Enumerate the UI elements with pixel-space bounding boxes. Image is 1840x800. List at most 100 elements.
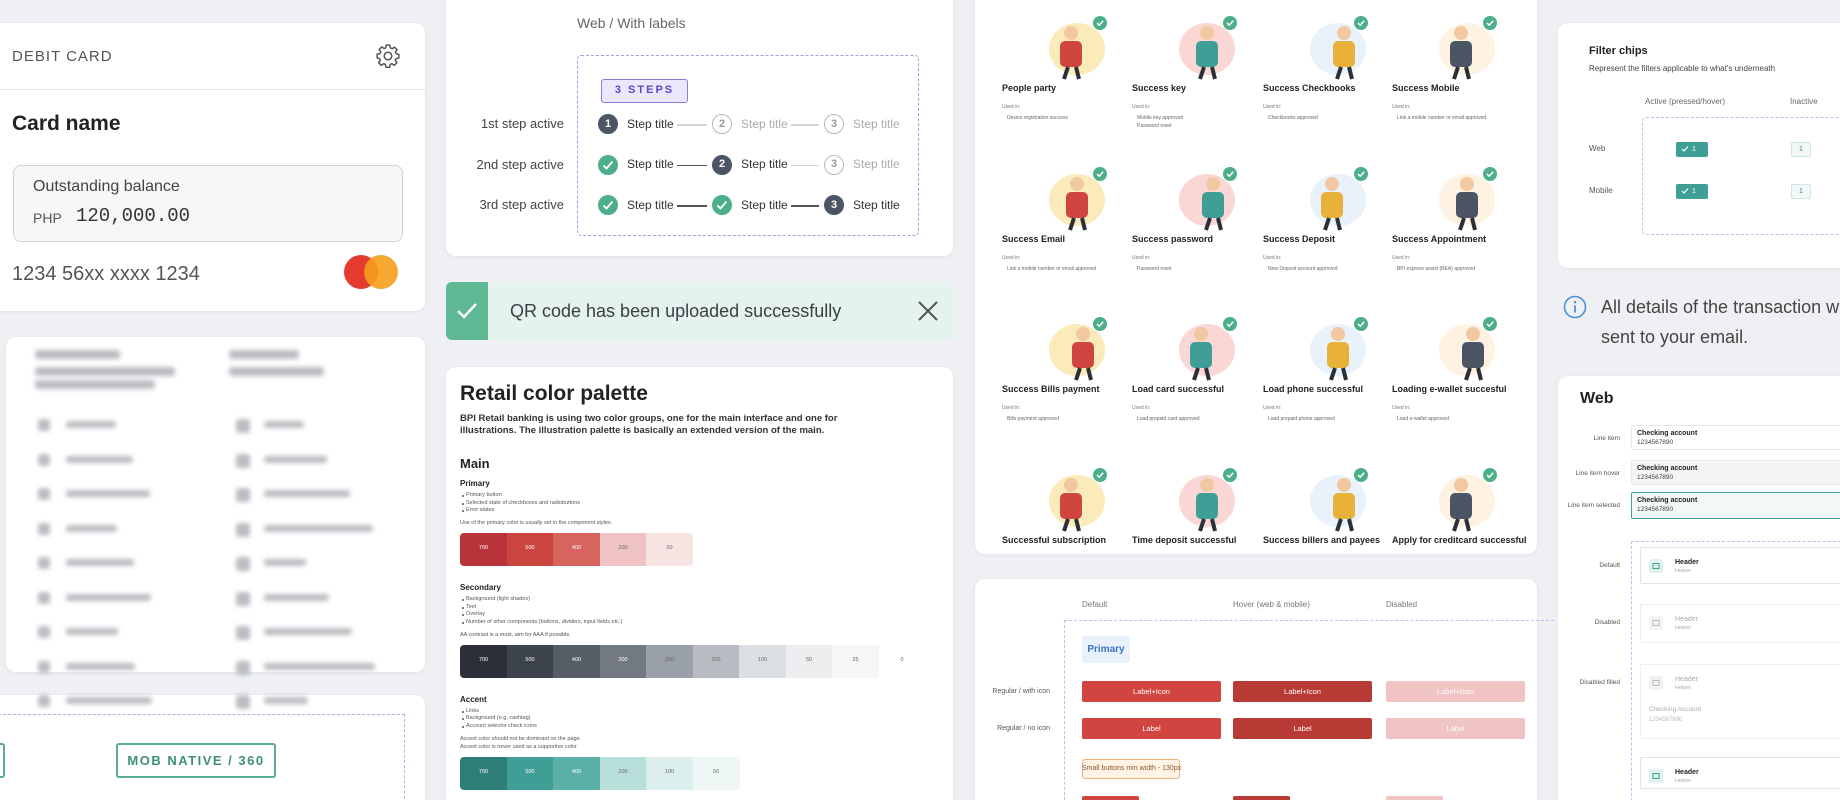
used-in-item: Mobile key approved [1137, 115, 1184, 121]
amount: 120,000.00 [76, 205, 191, 227]
illustration [1310, 317, 1368, 382]
color-swatch [599, 644, 647, 678]
step-number: 1 [604, 117, 612, 130]
used-in-item: Link a mobile number or email approved [1007, 265, 1097, 272]
field-value: Checking Account [1649, 706, 1702, 713]
field-icon [1649, 559, 1663, 573]
step-connector [677, 205, 707, 207]
field-icon-glyph [1652, 563, 1660, 569]
swatch-label: 0 [900, 656, 904, 663]
blurred-icon [236, 695, 250, 709]
blurred-icon [236, 522, 250, 537]
field-icon [1649, 676, 1663, 690]
button-label: Label [1142, 724, 1161, 733]
step-marker [598, 195, 618, 215]
swatch-label: 200 [618, 545, 628, 551]
field-header: Header [1675, 676, 1698, 683]
blurred-text [264, 662, 375, 670]
line-item-number: 1234567890 [1637, 439, 1674, 446]
swatch-label: 500 [525, 768, 535, 775]
color-swatch [599, 533, 647, 566]
used-in-label: Used in: [1392, 405, 1411, 412]
illustration [1439, 166, 1497, 231]
palette-bullet: Links [466, 707, 479, 714]
swatch-label: 50 [712, 768, 720, 775]
swatch-label: 500 [525, 656, 535, 663]
color-swatch [460, 756, 507, 790]
card-label: DEBIT CARD [12, 48, 113, 65]
illustration-name: Apply for creditcard successful [1392, 535, 1527, 546]
blurred-icon [236, 626, 250, 640]
web-list-items [0, 0, 1, 1]
check-icon [602, 160, 614, 170]
color-swatch [553, 644, 600, 678]
button [1233, 796, 1290, 800]
illustration [1310, 166, 1368, 231]
step-marker [824, 114, 844, 134]
step-number: 2 [718, 117, 726, 130]
field-helper: Helper [1675, 778, 1692, 784]
illustration-name: Load phone successful [1263, 384, 1364, 395]
divider [0, 89, 425, 90]
button [1082, 796, 1139, 800]
platform-chip-label: MOB NATIVE / 360 [127, 753, 265, 768]
used-in-label: Used in: [1392, 254, 1411, 261]
used-in-label: Used in: [1392, 104, 1411, 110]
illustration [1439, 16, 1497, 80]
row-label: Line item hover [1575, 470, 1620, 477]
field-helper: Helper [1675, 685, 1692, 691]
row-label: Mobile [1589, 186, 1613, 195]
bullet-dot [462, 614, 464, 616]
blurred-text [66, 593, 151, 601]
field [1640, 547, 1840, 584]
toast-message: QR code has been uploaded successfully [510, 301, 842, 321]
palette-bullet: Background (light shades) [466, 596, 530, 602]
used-in-label: Used in: [1132, 405, 1151, 412]
dashed-frame [577, 55, 919, 236]
card-number: 1234 56xx xxxx 1234 [12, 263, 200, 285]
swatch-label: 300 [618, 656, 628, 663]
field-icon [1649, 769, 1663, 783]
palette-note: Accent color should not be dominant on t… [460, 735, 582, 742]
chip-inactive [1791, 184, 1811, 199]
row-label: Disabled [1594, 619, 1620, 626]
button-label: Label+Icon [1284, 687, 1321, 696]
palette-bullet: Number of other components (buttons, div… [466, 618, 623, 625]
info-text: All details of the transaction w [1601, 297, 1840, 317]
line-item [1631, 492, 1840, 519]
blurred-icon [236, 453, 250, 468]
blurred-text [264, 697, 308, 704]
color-swatch [832, 644, 879, 678]
line-item-number: 1234567890 [1637, 506, 1674, 513]
step-title: Step title [741, 197, 788, 212]
line-item [1631, 460, 1840, 485]
button [1233, 681, 1372, 702]
bullet-dot [462, 710, 464, 713]
color-swatch [460, 533, 507, 566]
blurred-text [264, 490, 350, 497]
column-header: Disabled [1386, 600, 1418, 609]
button [1233, 718, 1372, 739]
info-text: sent to your email. [1601, 327, 1749, 347]
color-swatch [599, 756, 647, 790]
blurred-icon [236, 591, 250, 606]
settings-icon[interactable] [375, 43, 401, 69]
blurred-text [66, 490, 150, 497]
check-icon [1681, 146, 1689, 152]
palette-note: Use of the primary color is usually set … [460, 520, 613, 526]
step-title: Step title [627, 157, 674, 171]
line-item [1631, 425, 1840, 450]
illustrations-panel [975, 0, 1537, 554]
button [1386, 681, 1525, 702]
field-header: Header [1675, 616, 1698, 623]
illustration [1439, 468, 1497, 532]
color-swatch [460, 644, 507, 678]
swatch-label: 400 [571, 768, 582, 775]
close-button[interactable] [916, 299, 940, 323]
illustration-name: Success Appointment [1392, 233, 1487, 244]
used-in-label: Used in: [1132, 104, 1151, 110]
column-header: Default [1082, 600, 1108, 609]
blurred-text [35, 380, 155, 389]
platform-chip [116, 743, 276, 778]
illustration-name: Success key [1132, 83, 1187, 93]
